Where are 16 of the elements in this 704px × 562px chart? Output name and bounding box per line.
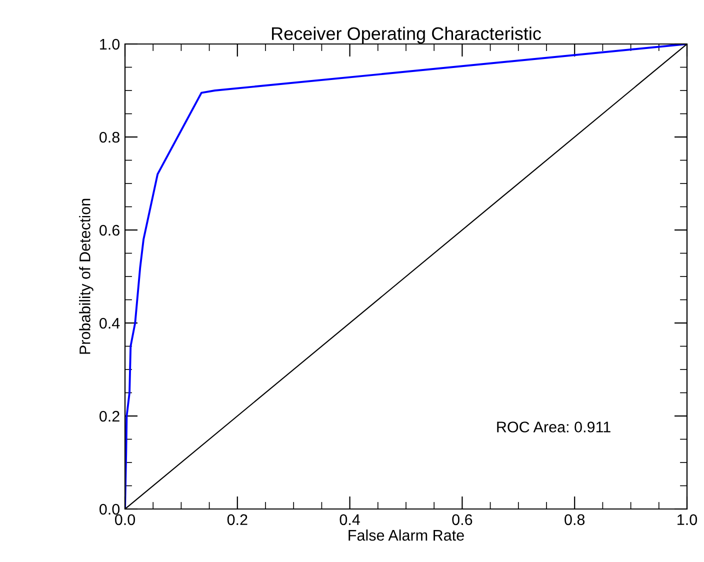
x-tick-label: 0.0 xyxy=(114,514,136,526)
y-tick-label: 1.0 xyxy=(100,38,120,50)
annotation: ROC Area: 0.911 xyxy=(497,422,610,432)
y-tick-label: 0.8 xyxy=(100,132,120,143)
y-tick-label: 0.2 xyxy=(100,410,120,422)
x-tick-label: 0.8 xyxy=(564,514,585,526)
x-tick-label: 0.2 xyxy=(227,514,248,526)
x-axis-title: False Alarm Rate xyxy=(348,529,464,541)
y-axis-title: Probability of Detection xyxy=(79,198,94,354)
x-tick-label: 0.6 xyxy=(452,514,472,526)
chart-title: Receiver Operating Characteristic xyxy=(272,26,541,44)
y-tick-label: 0.0 xyxy=(100,504,120,515)
y-tick-label: 0.6 xyxy=(100,224,120,236)
x-tick-label: 1.0 xyxy=(678,514,698,526)
y-tick-label: 0.4 xyxy=(100,318,120,329)
x-tick-label: 0.4 xyxy=(340,514,360,526)
